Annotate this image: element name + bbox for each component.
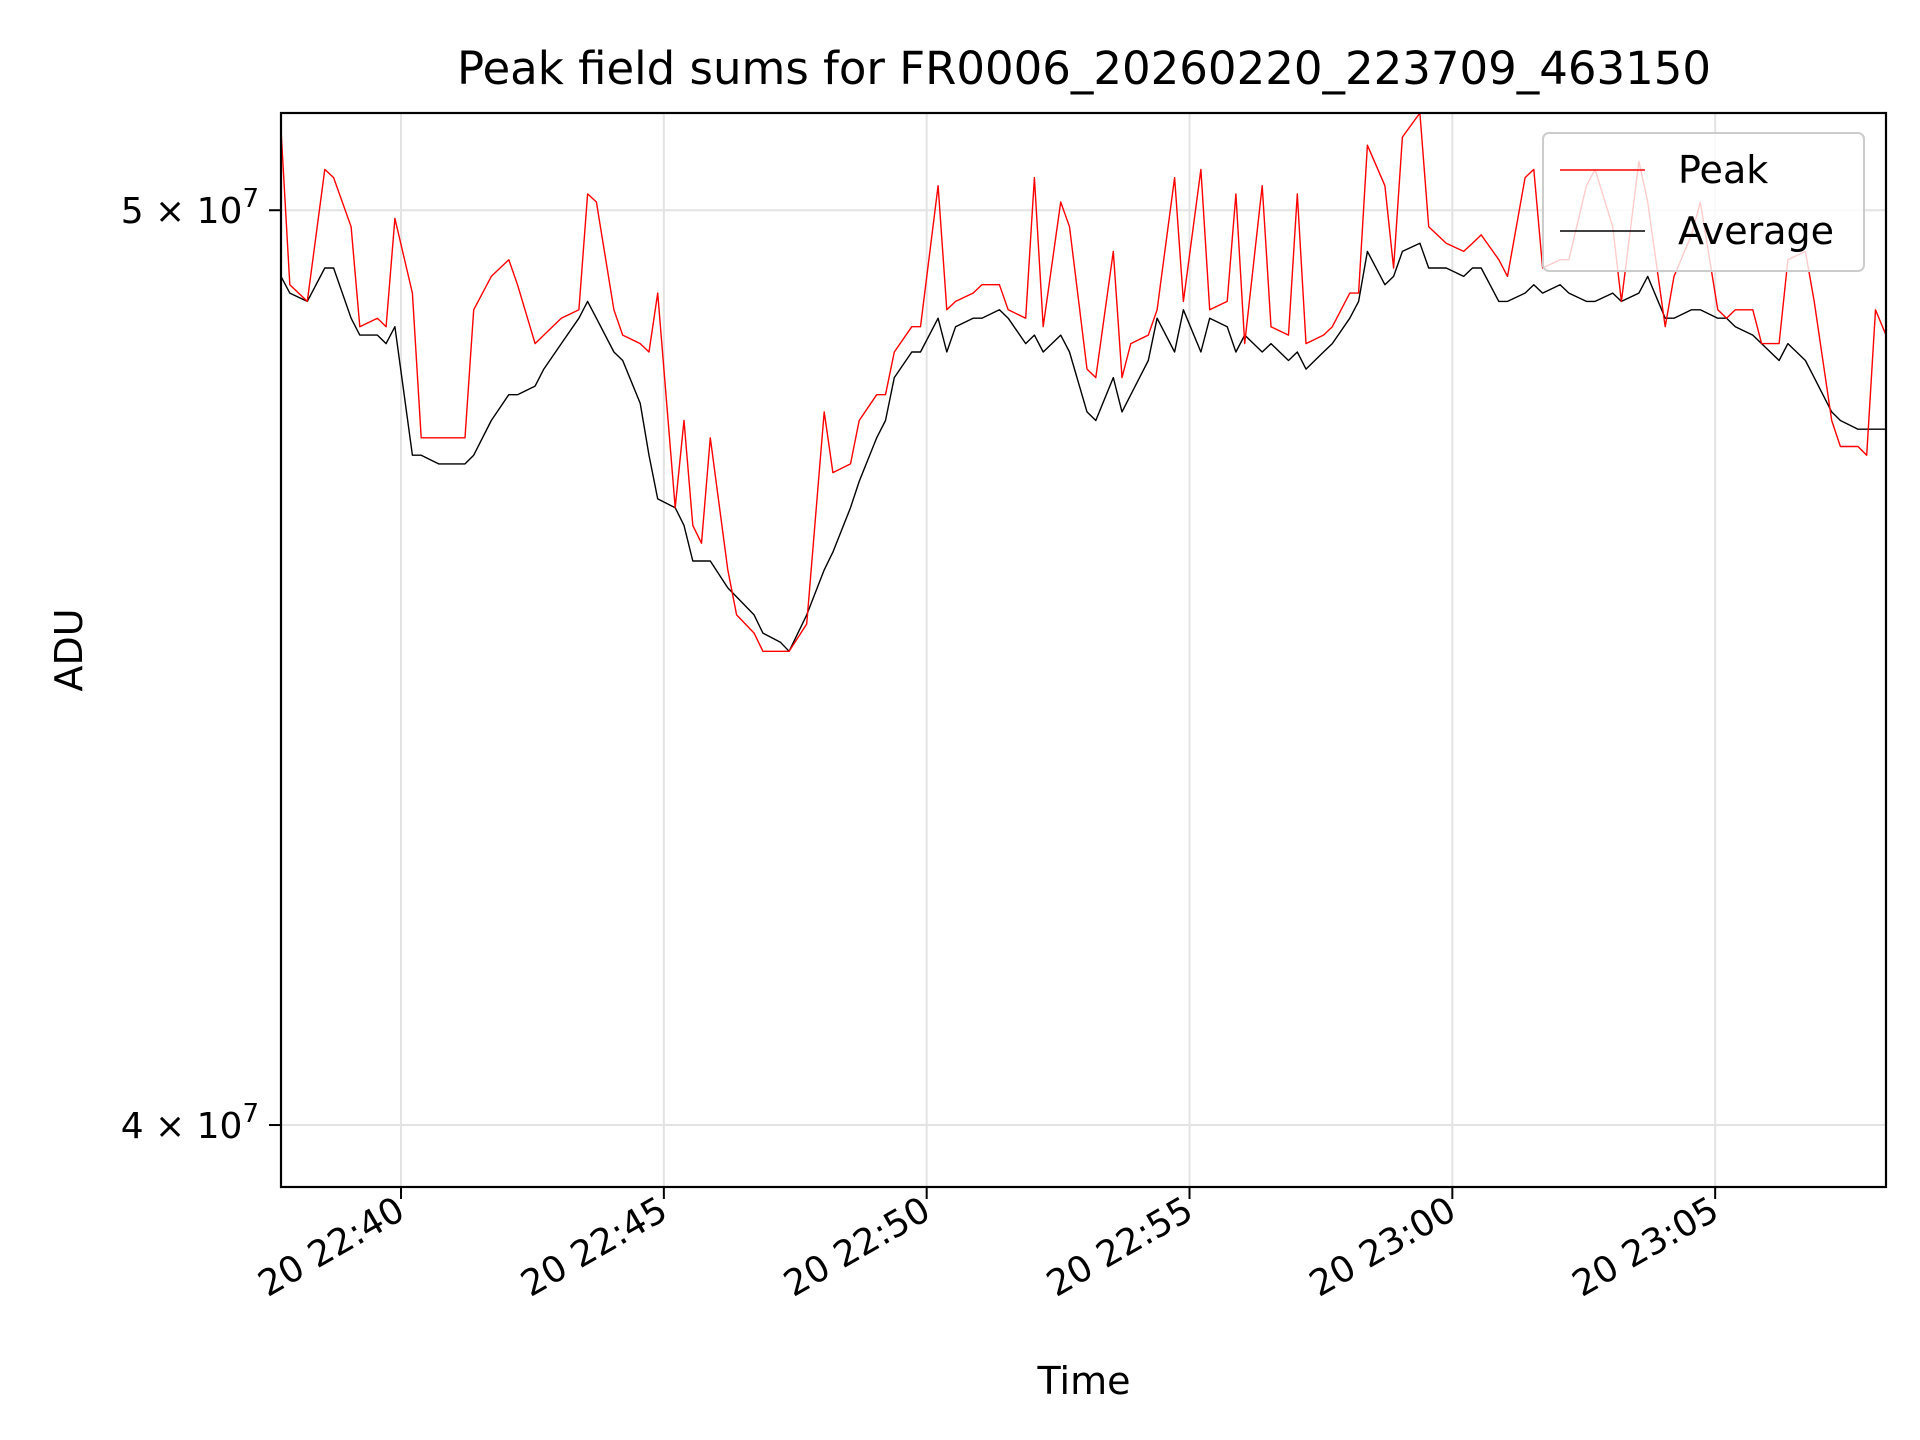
y-axis-label: ADU xyxy=(47,608,91,691)
y-tick-label: 4 × 107 xyxy=(121,1099,259,1147)
legend-box xyxy=(1542,132,1865,272)
legend-peak-label: Peak xyxy=(1678,148,1768,192)
series-line-peak xyxy=(280,112,1887,652)
chart-title: Peak field sums for FR0006_20260220_2237… xyxy=(457,42,1711,95)
legend: Peak Average xyxy=(1542,132,1865,272)
plot-frame xyxy=(279,111,1888,1189)
y-tick-label: 5 × 107 xyxy=(121,184,259,232)
y-axis: 5 × 107 4 × 107 xyxy=(121,184,281,1147)
series-line-average xyxy=(280,242,1886,652)
series-lines xyxy=(280,112,1887,652)
legend-average-label: Average xyxy=(1678,209,1834,253)
x-axis-label: Time xyxy=(1037,1359,1131,1403)
